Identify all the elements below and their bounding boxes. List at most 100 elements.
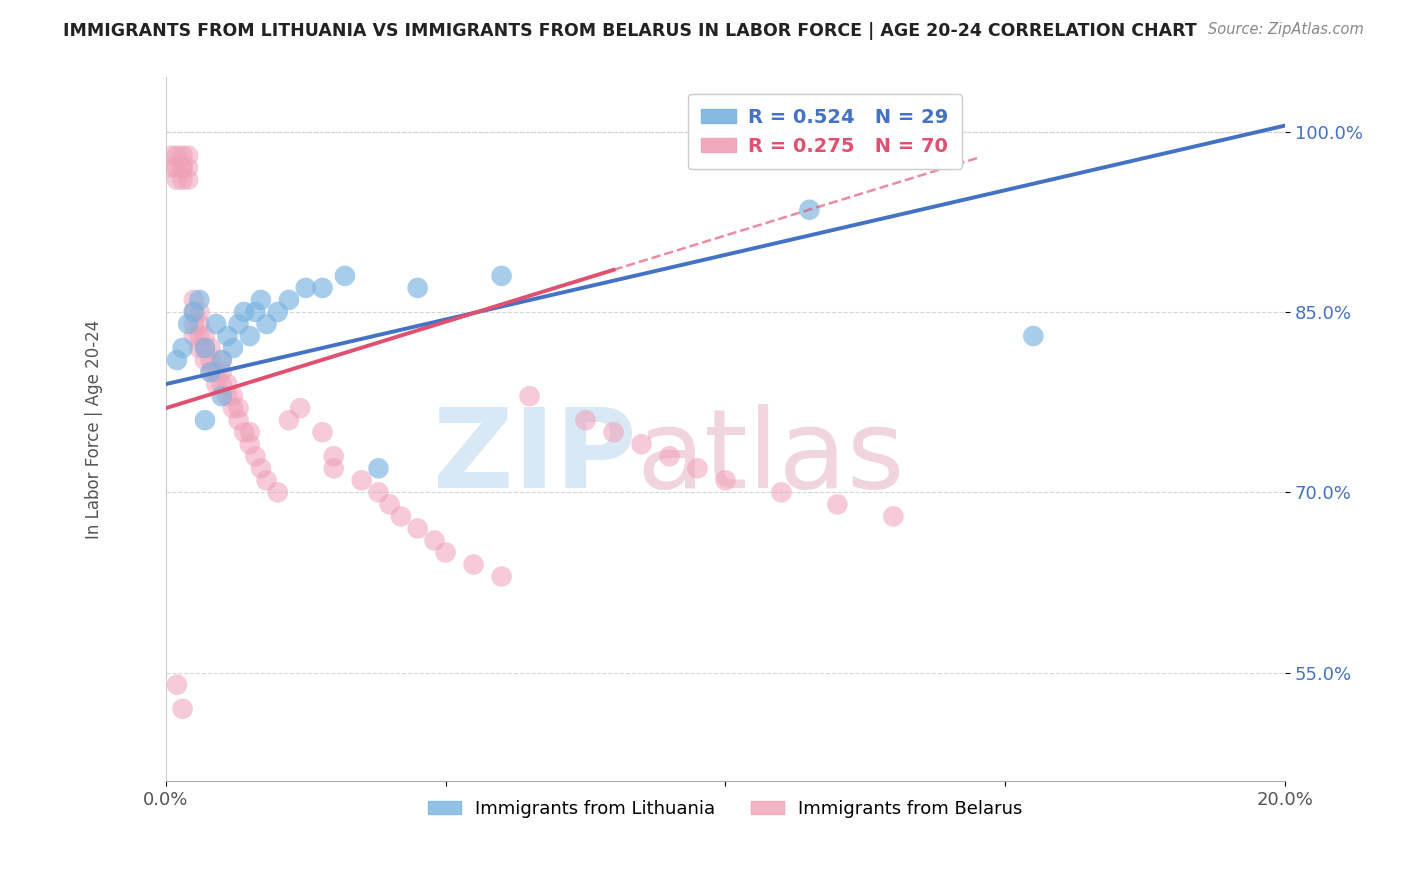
Point [200,341,222,355]
Point [222,341,245,355]
Point [770,485,793,500]
Point [183,305,205,319]
Point [211,389,233,403]
Point [233,305,256,319]
Point [177,161,200,175]
Point [205,317,228,331]
Point [188,317,211,331]
Point [333,268,356,283]
Point [239,425,262,440]
Point [250,461,273,475]
Point [217,329,239,343]
Point [491,569,513,583]
Text: Source: ZipAtlas.com: Source: ZipAtlas.com [1208,22,1364,37]
Point [217,389,239,403]
Point [686,461,709,475]
Point [277,293,299,307]
Point [160,161,183,175]
Point [166,678,188,692]
Point [205,365,228,379]
Point [188,341,211,355]
Point [166,161,188,175]
Point [200,365,222,379]
Point [239,329,262,343]
Point [177,148,200,162]
Legend: Immigrants from Lithuania, Immigrants from Belarus: Immigrants from Lithuania, Immigrants fr… [420,792,1031,825]
Point [658,450,681,464]
Point [245,305,267,319]
Point [434,545,457,559]
Point [630,437,652,451]
Point [311,281,333,295]
Point [519,389,541,403]
Point [211,353,233,368]
Point [256,473,278,487]
Point [211,353,233,368]
Point [463,558,485,572]
Point [166,172,188,186]
Point [205,377,228,392]
Point [211,365,233,379]
Point [389,509,412,524]
Point [194,353,217,368]
Point [378,497,401,511]
Point [200,365,222,379]
Point [211,377,233,392]
Point [406,281,429,295]
Point [172,172,194,186]
Point [256,317,278,331]
Point [172,341,194,355]
Point [491,268,513,283]
Point [188,293,211,307]
Point [827,497,849,511]
Point [194,413,217,427]
Point [799,202,821,217]
Point [166,148,188,162]
Point [222,389,245,403]
Point [322,450,344,464]
Point [1022,329,1045,343]
Point [350,473,373,487]
Point [239,437,262,451]
Point [267,305,290,319]
Point [166,353,188,368]
Point [277,413,299,427]
Text: ZIP: ZIP [433,404,636,511]
Point [194,341,217,355]
Point [423,533,446,548]
Point [294,281,316,295]
Point [228,401,250,416]
Point [188,329,211,343]
Point [367,485,389,500]
Point [200,353,222,368]
Point [250,293,273,307]
Point [177,172,200,186]
Point [172,148,194,162]
Point [172,702,194,716]
Y-axis label: In Labor Force | Age 20-24: In Labor Force | Age 20-24 [86,319,103,539]
Point [172,161,194,175]
Point [194,341,217,355]
Point [233,425,256,440]
Point [267,485,290,500]
Point [228,317,250,331]
Point [406,521,429,535]
Point [367,461,389,475]
Point [228,413,250,427]
Point [183,293,205,307]
Point [194,329,217,343]
Text: IMMIGRANTS FROM LITHUANIA VS IMMIGRANTS FROM BELARUS IN LABOR FORCE | AGE 20-24 : IMMIGRANTS FROM LITHUANIA VS IMMIGRANTS … [63,22,1197,40]
Point [311,425,333,440]
Point [183,329,205,343]
Point [183,305,205,319]
Point [574,413,596,427]
Point [288,401,311,416]
Point [222,401,245,416]
Point [602,425,624,440]
Point [177,317,200,331]
Point [217,377,239,392]
Point [172,161,194,175]
Point [188,305,211,319]
Text: atlas: atlas [636,404,904,511]
Point [882,509,904,524]
